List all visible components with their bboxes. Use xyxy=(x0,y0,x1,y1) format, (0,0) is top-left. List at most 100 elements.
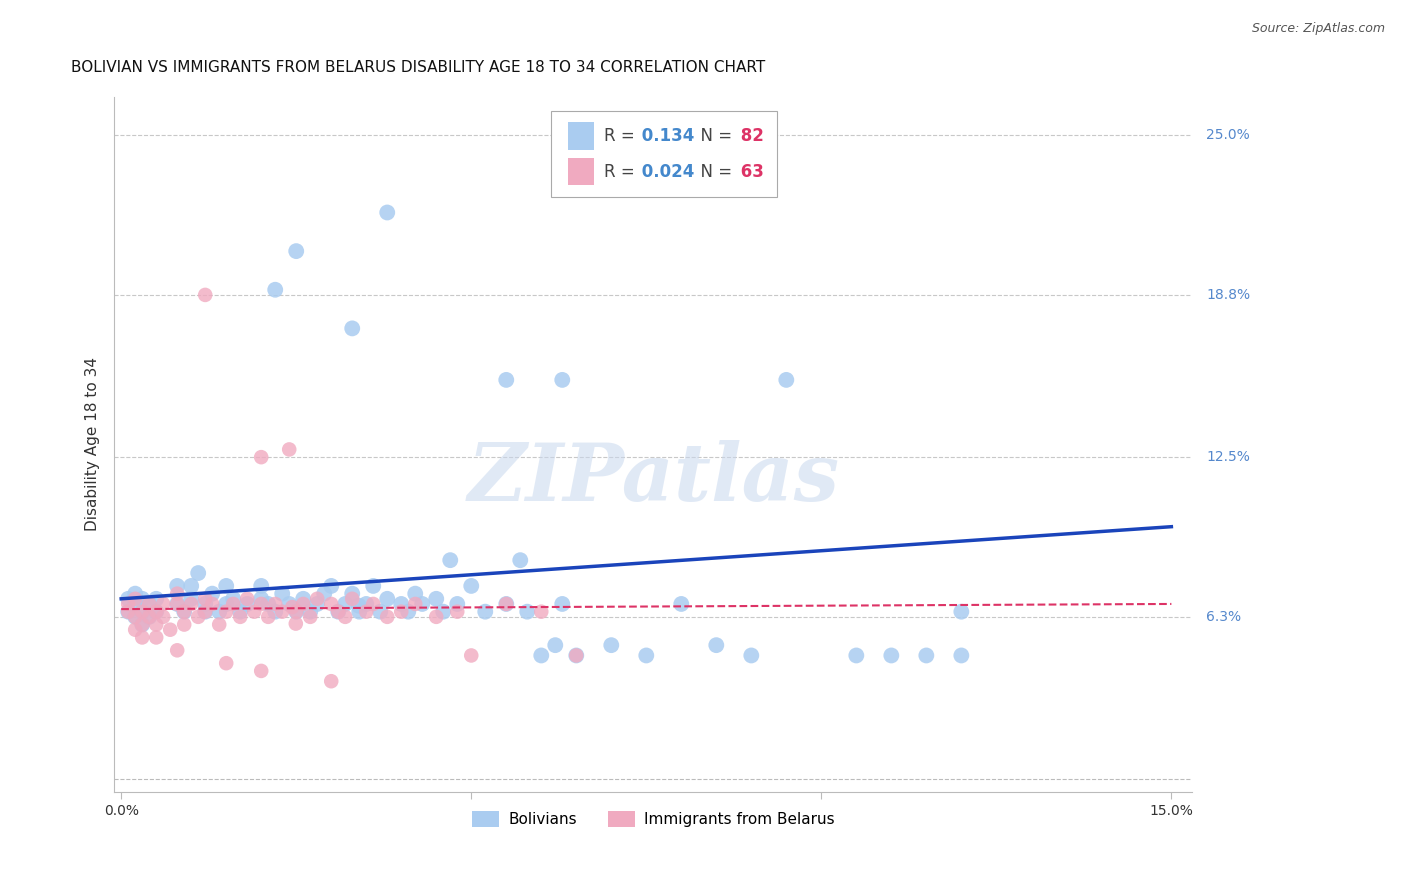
Text: BOLIVIAN VS IMMIGRANTS FROM BELARUS DISABILITY AGE 18 TO 34 CORRELATION CHART: BOLIVIAN VS IMMIGRANTS FROM BELARUS DISA… xyxy=(72,60,765,75)
Point xyxy=(299,610,322,624)
Point xyxy=(636,648,658,663)
Point xyxy=(173,617,195,632)
Point xyxy=(950,605,973,619)
Point xyxy=(145,617,167,632)
Point xyxy=(250,450,273,465)
Point xyxy=(425,610,447,624)
Point xyxy=(124,610,146,624)
Text: N =: N = xyxy=(690,162,737,180)
Point xyxy=(166,597,188,611)
Point xyxy=(229,610,252,624)
Point xyxy=(117,597,139,611)
Text: R =: R = xyxy=(603,162,640,180)
Point xyxy=(145,605,167,619)
Point xyxy=(145,605,167,619)
Point xyxy=(201,597,224,611)
Text: 25.0%: 25.0% xyxy=(1206,128,1250,142)
Text: 12.5%: 12.5% xyxy=(1206,450,1250,464)
Point xyxy=(335,597,357,611)
Point xyxy=(446,605,468,619)
Point xyxy=(131,605,153,619)
Point xyxy=(285,244,308,259)
Text: 0.024: 0.024 xyxy=(636,162,695,180)
Point xyxy=(880,648,903,663)
Point xyxy=(292,591,315,606)
Point xyxy=(194,288,217,302)
Point xyxy=(342,587,364,601)
Point xyxy=(915,648,938,663)
Point xyxy=(173,605,195,619)
Point xyxy=(215,579,238,593)
Text: N =: N = xyxy=(690,128,737,145)
Point xyxy=(152,610,174,624)
FancyBboxPatch shape xyxy=(568,158,593,186)
Point xyxy=(124,591,146,606)
Point xyxy=(565,648,588,663)
Point xyxy=(375,610,398,624)
Point xyxy=(222,591,245,606)
Point xyxy=(307,591,329,606)
Text: R =: R = xyxy=(603,128,640,145)
Point xyxy=(389,597,412,611)
Text: 6.3%: 6.3% xyxy=(1206,610,1241,624)
Point xyxy=(321,674,343,689)
Point xyxy=(138,610,160,624)
Point xyxy=(845,648,868,663)
Point xyxy=(299,605,322,619)
Point xyxy=(145,591,167,606)
Point xyxy=(495,597,517,611)
Point xyxy=(509,553,531,567)
Point xyxy=(117,605,139,619)
Point xyxy=(194,605,217,619)
Point xyxy=(201,587,224,601)
Point xyxy=(187,566,209,580)
Point xyxy=(215,605,238,619)
Point xyxy=(460,579,482,593)
Point xyxy=(236,597,259,611)
Y-axis label: Disability Age 18 to 34: Disability Age 18 to 34 xyxy=(86,358,100,532)
Point xyxy=(278,442,301,457)
Point xyxy=(600,638,623,652)
Point xyxy=(284,616,307,631)
Point xyxy=(131,605,153,619)
Point xyxy=(347,599,370,613)
Point xyxy=(229,605,252,619)
Point xyxy=(530,648,553,663)
Point xyxy=(257,597,280,611)
Point xyxy=(411,597,433,611)
Text: 82: 82 xyxy=(735,128,763,145)
Point xyxy=(264,597,287,611)
Point xyxy=(131,617,153,632)
FancyBboxPatch shape xyxy=(568,122,593,150)
Point xyxy=(208,617,231,632)
Point xyxy=(250,597,273,611)
Point xyxy=(117,591,139,606)
Point xyxy=(180,579,202,593)
Point xyxy=(124,610,146,624)
Point xyxy=(138,610,160,624)
Text: 0.134: 0.134 xyxy=(636,128,695,145)
Point xyxy=(152,597,174,611)
Point xyxy=(124,587,146,601)
Point xyxy=(187,610,209,624)
Point xyxy=(243,605,266,619)
Point xyxy=(117,605,139,619)
Point xyxy=(404,597,426,611)
Point xyxy=(131,631,153,645)
Point xyxy=(222,597,245,611)
Point xyxy=(271,587,294,601)
Point xyxy=(361,579,384,593)
Point xyxy=(460,648,482,663)
Point xyxy=(446,597,468,611)
Point xyxy=(257,610,280,624)
Point xyxy=(474,605,496,619)
Point xyxy=(368,605,391,619)
Point xyxy=(375,205,398,219)
Point xyxy=(271,605,294,619)
Text: ZIPatlas: ZIPatlas xyxy=(467,441,839,517)
Point xyxy=(180,591,202,606)
Point xyxy=(250,664,273,678)
Point xyxy=(292,597,315,611)
Point xyxy=(194,597,217,611)
Point xyxy=(389,605,412,619)
